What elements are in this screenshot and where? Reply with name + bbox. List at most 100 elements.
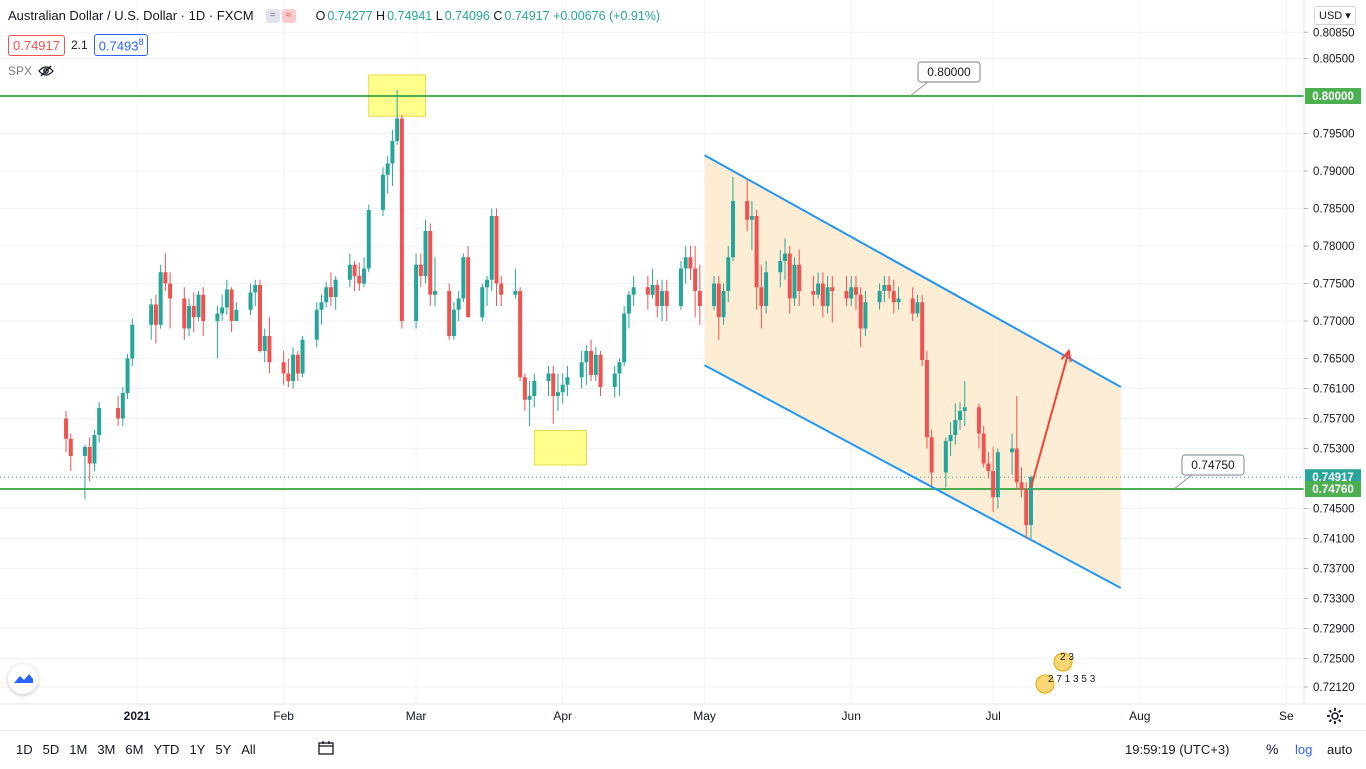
price-tick-label: 0.80500	[1313, 54, 1355, 66]
range-1m[interactable]: 1M	[69, 742, 88, 757]
candle-body	[546, 373, 551, 381]
candle-body	[622, 313, 627, 363]
candle-body	[882, 285, 887, 291]
candle-body	[286, 373, 291, 381]
candle-body	[196, 294, 201, 318]
candle-body	[589, 351, 594, 375]
candle-body	[168, 283, 173, 299]
candle-body	[1024, 489, 1029, 525]
candle-body	[352, 264, 357, 276]
candle-body	[224, 289, 229, 308]
candle-body	[319, 302, 324, 310]
price-tick-label: 0.72120	[1313, 682, 1355, 694]
candle-body	[489, 216, 494, 280]
candle-body	[527, 396, 532, 400]
candle-body	[248, 292, 253, 310]
candle-body	[887, 285, 892, 291]
price-tick-label: 0.78500	[1313, 204, 1355, 216]
candle-body	[877, 291, 882, 303]
close-label: C	[493, 8, 503, 23]
buy-button[interactable]: 0.74938	[93, 34, 149, 57]
buy-price: 0.7493	[98, 38, 139, 54]
candle-body	[333, 279, 338, 297]
range-all[interactable]: All	[241, 742, 256, 757]
candle-body	[432, 291, 437, 295]
candle-body	[295, 354, 300, 374]
forecast-arrow	[1030, 350, 1070, 488]
date-range-buttons: 1D 5D 1M 3M 6M YTD 1Y 5Y All	[16, 742, 256, 757]
price-scale-label: 0.80000	[1312, 91, 1354, 103]
clock[interactable]: 19:59:19 (UTC+3)	[1125, 742, 1230, 757]
candle-body	[584, 351, 589, 363]
candle-body	[551, 373, 556, 396]
sell-button[interactable]: 0.74917	[8, 34, 65, 56]
candle-body	[451, 309, 456, 336]
candle-body	[116, 408, 121, 419]
spread-value: 2.1	[71, 38, 88, 53]
range-1d[interactable]: 1D	[16, 742, 33, 757]
candle-body	[499, 283, 504, 295]
equal-icon[interactable]: =	[265, 8, 280, 23]
legend-icons: = ≈	[265, 8, 296, 23]
candle-body	[97, 408, 102, 435]
candle-body	[357, 276, 362, 284]
candle-body	[480, 287, 485, 318]
range-5y[interactable]: 5Y	[215, 742, 232, 757]
candle-body	[229, 289, 234, 321]
range-1y[interactable]: 1Y	[189, 742, 206, 757]
symbol-title[interactable]: Australian Dollar / U.S. Dollar · 1D · F…	[8, 8, 254, 23]
candle-body	[87, 447, 92, 464]
compare-symbol[interactable]: SPX	[8, 64, 33, 78]
candle-body	[953, 420, 958, 435]
candle-body	[678, 268, 683, 306]
eye-hidden-icon[interactable]	[38, 65, 54, 77]
tradingview-logo[interactable]	[8, 664, 38, 694]
candle-body	[948, 435, 953, 441]
candle-body	[182, 298, 187, 329]
bottom-toolbar: 1D 5D 1M 3M 6M YTD 1Y 5Y All 19:59:19 (U…	[0, 730, 1366, 769]
candle-body	[754, 216, 759, 288]
low-label: L	[435, 8, 443, 23]
log-toggle[interactable]: log	[1295, 742, 1313, 757]
price-tick-label: 0.79500	[1313, 129, 1355, 141]
candle-body	[328, 287, 333, 297]
chart[interactable]: 0.80000 0.74750 2 3 2 7 1 3 5 3 0.80850 0.805…	[0, 0, 1366, 730]
candle-body	[593, 354, 598, 375]
candle-body	[92, 435, 97, 464]
wave-icon[interactable]: ≈	[281, 8, 296, 23]
candle-body	[149, 304, 154, 325]
candle-body	[267, 336, 272, 363]
candle-body	[716, 283, 721, 318]
range-5d[interactable]: 5D	[42, 742, 60, 757]
price-tick-label: 0.75700	[1313, 414, 1355, 426]
percent-toggle[interactable]: %	[1266, 741, 1279, 757]
candle-body	[560, 384, 565, 393]
go-to-date-icon[interactable]	[318, 741, 334, 755]
settings-gear-icon[interactable]	[1326, 707, 1344, 730]
price-tick-label: 0.73300	[1313, 594, 1355, 606]
range-3m[interactable]: 3M	[97, 742, 116, 757]
range-ytd[interactable]: YTD	[153, 742, 180, 757]
candle-body	[390, 141, 395, 164]
candle-body	[660, 291, 665, 306]
candle-body	[981, 433, 986, 464]
range-6m[interactable]: 6M	[125, 742, 144, 757]
low-value: 0.74096	[444, 8, 490, 23]
candle-body	[385, 163, 390, 175]
candle-body	[522, 377, 527, 400]
currency-select[interactable]: USD ▾	[1314, 6, 1356, 25]
candle-body	[726, 257, 731, 291]
price-tick-label: 0.72900	[1313, 624, 1355, 636]
auto-toggle[interactable]: auto	[1327, 742, 1353, 757]
price-callout-box	[917, 61, 981, 83]
candle-body	[362, 268, 367, 284]
candle-body	[986, 463, 991, 471]
candle-body	[428, 231, 433, 295]
candle-body	[797, 264, 802, 291]
candle-body	[518, 291, 523, 378]
candle-body	[697, 291, 702, 306]
highlight-box	[533, 430, 587, 466]
candle-body	[693, 268, 698, 291]
candle-body	[612, 373, 617, 387]
event-marker-label: 2 3	[1060, 652, 1074, 663]
